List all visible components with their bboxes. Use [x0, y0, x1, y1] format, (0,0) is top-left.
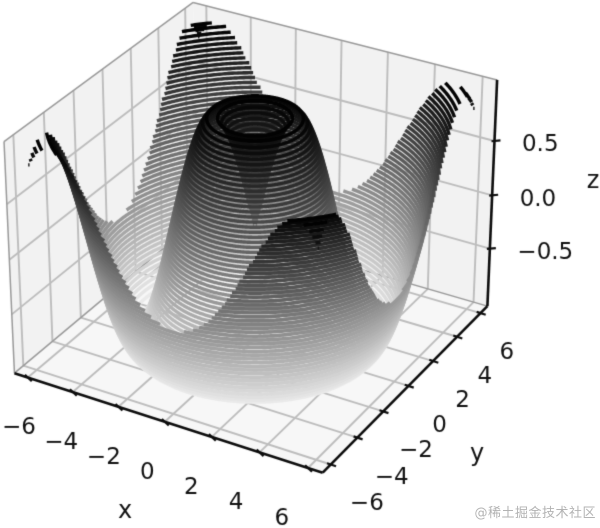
- watermark-text: @稀土掘金技术社区: [474, 506, 596, 521]
